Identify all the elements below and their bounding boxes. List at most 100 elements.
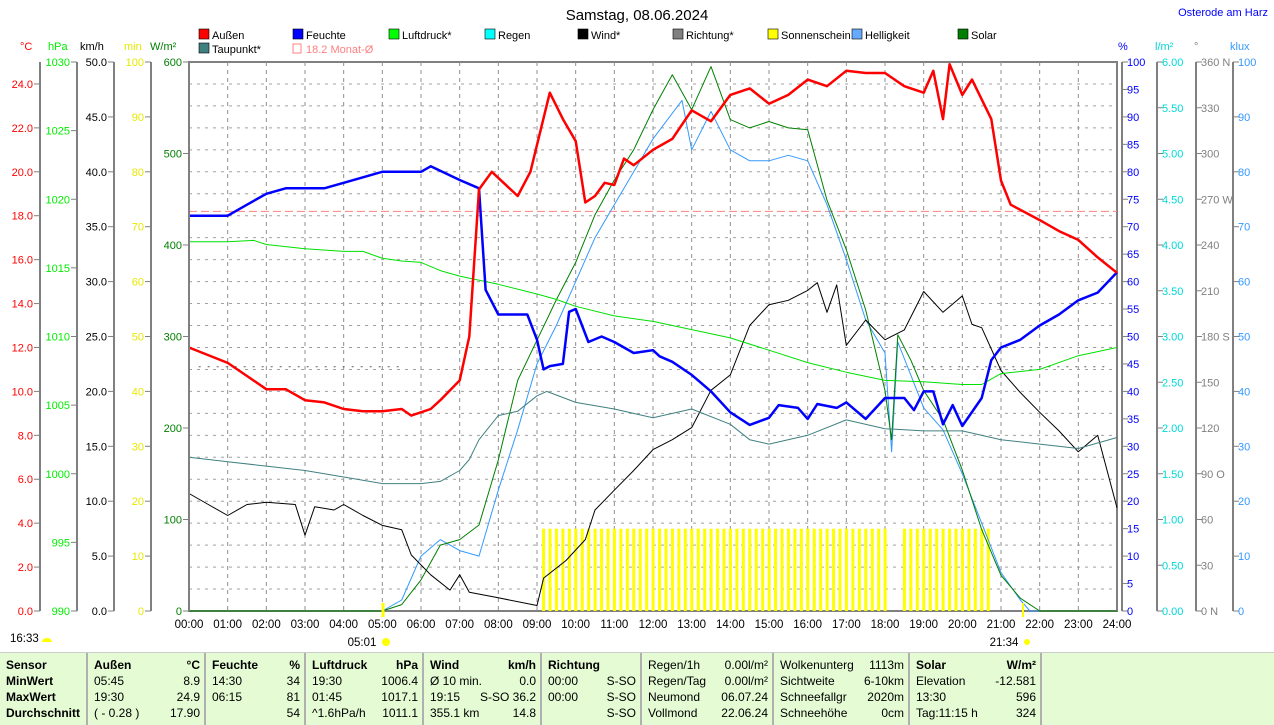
x-tick-label: 21:00 <box>987 619 1016 631</box>
axis-tick-label: 990 <box>52 606 70 618</box>
x-tick-label: 08:00 <box>484 619 513 631</box>
sunshine-bar <box>857 528 861 611</box>
axis-tick-label: 35.0 <box>86 222 107 234</box>
series-taupunkt <box>188 390 1118 485</box>
axis-tick-label: 500 <box>164 149 182 161</box>
axis-tick-label: 995 <box>52 537 70 549</box>
table-cell: 1017.1 <box>381 690 418 704</box>
sunshine-bar <box>728 528 732 611</box>
chart-title: Samstag, 08.06.2024 <box>566 7 709 24</box>
table-row: 355.1 km 14.8 <box>430 705 536 721</box>
sunshine-bar <box>954 528 958 611</box>
table-column-wolken: Wolkenunterg 1113m Sichtweite 6-10km Schneef… <box>774 653 910 725</box>
sunshine-bar <box>716 528 720 611</box>
sunshine-bar <box>677 528 681 611</box>
table-cell: 0.0 <box>519 674 536 688</box>
table-row: Schneefallgr 2020m <box>780 689 904 705</box>
table-cell: 54 <box>286 706 300 720</box>
table-row: 19:15 S-SO 36.2 <box>430 689 536 705</box>
axis-tick-label: 5.50 <box>1162 103 1183 115</box>
axis-unit: hPa <box>48 41 68 53</box>
sunshine-bar <box>625 528 629 611</box>
table-row: Durchschnitt <box>6 705 82 721</box>
axis-tick-label: 180 S <box>1201 332 1230 344</box>
legend-label: Solar <box>971 30 997 42</box>
table-row: S-SO <box>548 705 636 721</box>
axis-tick-label: 2.50 <box>1162 377 1183 389</box>
axis-tick-label: 1000 <box>46 469 70 481</box>
sun-icon <box>382 638 390 646</box>
sunshine-bar <box>580 528 584 611</box>
series-solar <box>189 66 1117 612</box>
axis-tick-label: 10.0 <box>12 386 33 398</box>
table-cell: 1011.1 <box>382 706 418 720</box>
x-tick-label: 24:00 <box>1103 619 1132 631</box>
table-cell: Feuchte <box>212 658 259 672</box>
location-label: Osterode am Harz <box>1178 7 1268 19</box>
table-cell: S-SO <box>606 690 636 704</box>
current-time: 16:33 <box>10 633 39 645</box>
axis-tick-label: 20 <box>132 496 144 508</box>
axis-tick-label: 2.00 <box>1162 423 1183 435</box>
sunshine-bar <box>651 528 655 611</box>
sunshine-bar <box>806 528 810 611</box>
sunshine-bar <box>883 528 887 611</box>
axis-tick-label: 240 <box>1201 240 1219 252</box>
legend-label: Richtung* <box>686 30 734 42</box>
table-cell: 24.9 <box>176 690 200 704</box>
sunshine-bar <box>928 528 932 611</box>
sunshine-bar <box>948 528 952 611</box>
sunshine-bar <box>915 528 919 611</box>
sunset-icon <box>1024 639 1030 645</box>
legend-swatch <box>672 28 684 40</box>
table-row: Außen °C <box>94 657 200 673</box>
axis-unit: klux <box>1230 41 1250 53</box>
legend-label: Luftdruck* <box>402 30 452 42</box>
sunshine-bar <box>819 528 823 611</box>
sunshine-bar <box>780 528 784 611</box>
axis-tick-label: 50 <box>1127 332 1139 344</box>
sunshine-bar <box>638 528 642 611</box>
legend-item: Außen <box>198 28 244 42</box>
table-cell: Richtung <box>548 658 600 672</box>
sunshine-bar <box>864 528 868 611</box>
legend-label: 18.2 Monat-Ø <box>306 44 374 56</box>
x-tick-label: 19:00 <box>909 619 938 631</box>
sunshine-bar <box>703 528 707 611</box>
table-cell: 6-10km <box>863 674 904 688</box>
table-row: Regen/Tag 0.00l/m² <box>648 673 768 689</box>
table-cell: 14:30 <box>212 674 243 688</box>
table-cell: Luftdruck <box>312 658 368 672</box>
legend-label: Sonnenschein <box>781 30 851 42</box>
axis-tick-label: 3.00 <box>1162 332 1183 344</box>
axis-tick-label: 300 <box>164 332 182 344</box>
table-cell: km/h <box>507 658 536 672</box>
grid <box>188 61 1118 612</box>
axis-tick-label: 1020 <box>46 194 70 206</box>
axis-tick-label: 0 <box>1238 606 1244 618</box>
table-cell: Schneehöhe <box>780 706 848 720</box>
axis-tick-label: 360 N <box>1201 57 1230 69</box>
axis-tick-label: 55 <box>1127 304 1139 316</box>
sunshine-bar <box>870 528 874 611</box>
table-cell: 0.00l/m² <box>724 674 768 688</box>
table-column-aussen: Außen °C 05:45 8.9 19:30 24.9 ( - 0.28 ) 17.90 <box>88 653 206 725</box>
axis-tick-label: 4.50 <box>1162 194 1183 206</box>
x-tick-label: 22:00 <box>1025 619 1054 631</box>
sunshine-bar <box>812 528 816 611</box>
sunshine-bar <box>748 528 752 611</box>
x-tick-label: 16:00 <box>793 619 822 631</box>
table-row: 54 <box>212 705 300 721</box>
axis-tick-label: 4.0 <box>18 518 33 530</box>
table-cell: Tag:11:15 h <box>916 706 978 720</box>
table-cell: S-SO 36.2 <box>479 690 536 704</box>
table-cell: Vollmond <box>648 706 698 720</box>
legend-item: Regen <box>484 28 530 42</box>
sunshine-bar <box>741 528 745 611</box>
table-cell: Regen/Tag <box>648 674 707 688</box>
axis-direction: ° 0 N 30 60 90 O 120 150 180 S 210 240 270 W 300 330… <box>1194 41 1233 618</box>
x-tick-label: 09:00 <box>523 619 552 631</box>
table-cell: 324 <box>1015 706 1036 720</box>
sunshine-bar <box>690 528 694 611</box>
axis-tick-label: 30 <box>1201 560 1213 572</box>
